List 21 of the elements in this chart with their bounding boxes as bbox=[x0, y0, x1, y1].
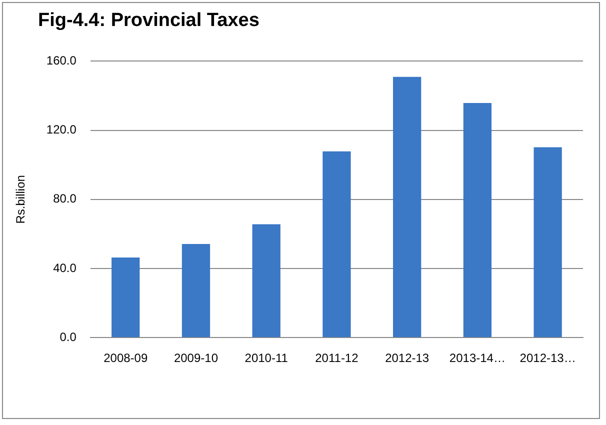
bar bbox=[393, 76, 422, 338]
bar bbox=[534, 147, 562, 338]
x-tick-label: 2008-09 bbox=[104, 351, 148, 366]
x-tick-label: 2012-13… bbox=[520, 351, 576, 366]
y-axis-title: Rs.billion bbox=[14, 175, 28, 224]
bar bbox=[252, 224, 280, 338]
y-tick-label: 160.0 bbox=[46, 54, 77, 68]
y-tick-label: 80.0 bbox=[53, 192, 77, 206]
x-tick-label: 2011-12 bbox=[315, 351, 359, 366]
x-tick-label: 2013-14… bbox=[449, 351, 506, 366]
y-tick-label: 0.0 bbox=[60, 330, 77, 344]
bar bbox=[463, 103, 492, 338]
y-tick-label: 120.0 bbox=[46, 122, 77, 137]
bar bbox=[182, 244, 210, 338]
y-tick-label: 40.0 bbox=[53, 260, 77, 275]
x-tick-label: 2009-10 bbox=[174, 351, 218, 366]
bar bbox=[112, 257, 140, 338]
x-tick-label: 2012-13 bbox=[385, 351, 430, 366]
x-tick-label: 2010-11 bbox=[244, 351, 288, 366]
bar bbox=[322, 151, 351, 338]
chart-title: Fig-4.4: Provincial Taxes bbox=[38, 10, 260, 32]
